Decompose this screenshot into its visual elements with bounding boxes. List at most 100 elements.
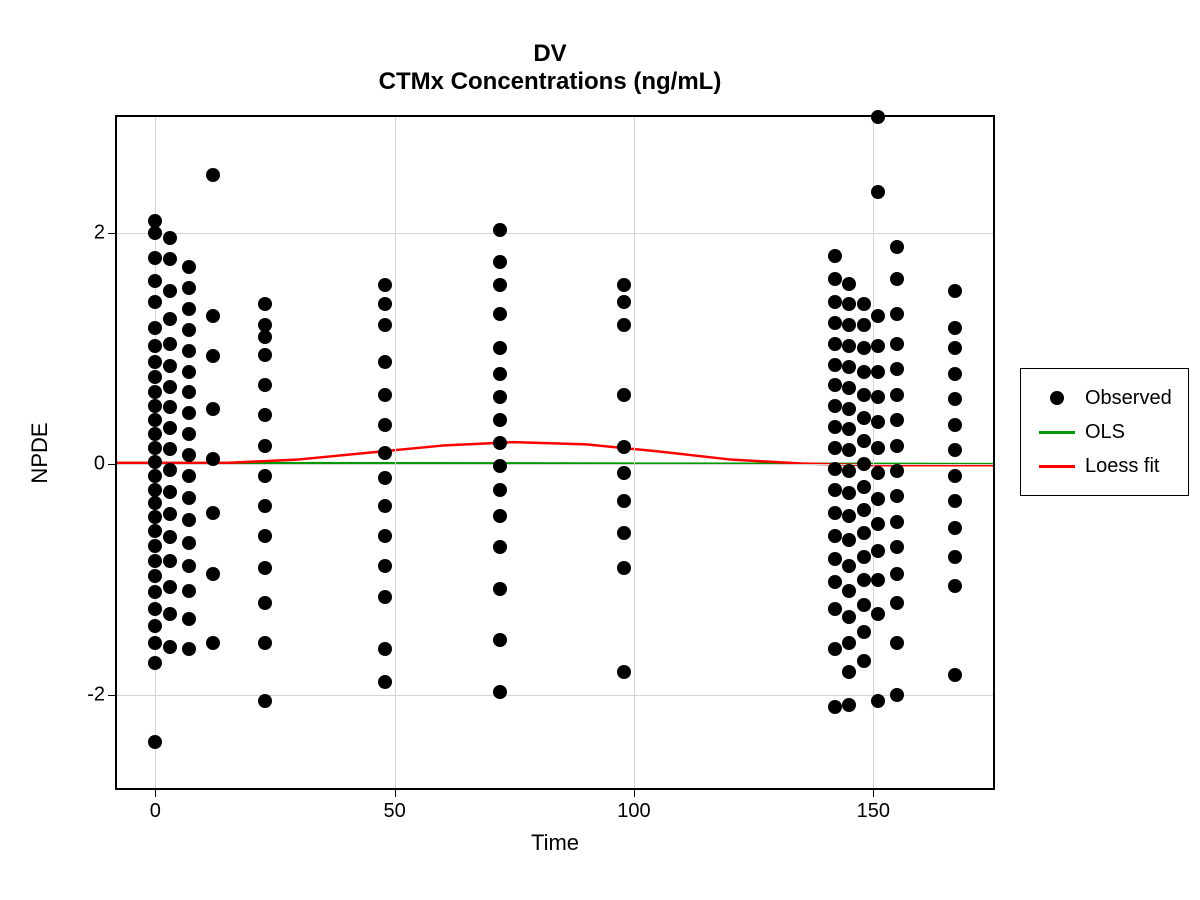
- data-point: [493, 685, 507, 699]
- data-point: [258, 499, 272, 513]
- grid-vertical: [634, 117, 635, 788]
- data-point: [182, 365, 196, 379]
- legend-point-icon: [1050, 391, 1064, 405]
- data-point: [842, 381, 856, 395]
- y-tick: [108, 464, 115, 465]
- data-point: [871, 185, 885, 199]
- data-point: [842, 509, 856, 523]
- data-point: [857, 550, 871, 564]
- data-point: [828, 575, 842, 589]
- data-point: [948, 469, 962, 483]
- data-point: [493, 436, 507, 450]
- data-point: [871, 415, 885, 429]
- data-point: [842, 443, 856, 457]
- data-point: [182, 513, 196, 527]
- data-point: [890, 439, 904, 453]
- legend: Observed OLS Loess fit: [1020, 368, 1189, 496]
- data-point: [163, 380, 177, 394]
- data-point: [948, 521, 962, 535]
- data-point: [148, 339, 162, 353]
- data-point: [378, 675, 392, 689]
- data-point: [148, 413, 162, 427]
- data-point: [828, 552, 842, 566]
- legend-label: Loess fit: [1085, 455, 1159, 478]
- data-point: [378, 499, 392, 513]
- data-point: [258, 529, 272, 543]
- data-point: [258, 596, 272, 610]
- legend-swatch: [1037, 391, 1077, 405]
- y-tick-label: 2: [70, 221, 105, 244]
- data-point: [948, 668, 962, 682]
- data-point: [857, 654, 871, 668]
- data-point: [258, 439, 272, 453]
- data-point: [378, 388, 392, 402]
- data-point: [493, 582, 507, 596]
- data-point: [148, 441, 162, 455]
- data-point: [493, 459, 507, 473]
- data-point: [948, 341, 962, 355]
- data-point: [148, 539, 162, 553]
- x-axis-label: Time: [531, 830, 579, 856]
- y-tick-label: 0: [70, 453, 105, 476]
- data-point: [617, 388, 631, 402]
- data-point: [828, 399, 842, 413]
- data-point: [378, 642, 392, 656]
- legend-item: Observed: [1037, 381, 1172, 415]
- data-point: [258, 378, 272, 392]
- data-point: [182, 536, 196, 550]
- data-point: [378, 529, 392, 543]
- legend-label: OLS: [1085, 421, 1125, 444]
- data-point: [842, 665, 856, 679]
- data-point: [842, 360, 856, 374]
- data-point: [378, 355, 392, 369]
- data-point: [890, 240, 904, 254]
- data-point: [493, 255, 507, 269]
- data-point: [206, 452, 220, 466]
- data-point: [828, 529, 842, 543]
- data-point: [857, 526, 871, 540]
- data-point: [890, 272, 904, 286]
- data-point: [493, 278, 507, 292]
- data-point: [842, 698, 856, 712]
- data-point: [182, 385, 196, 399]
- data-point: [617, 526, 631, 540]
- plot-area: [115, 115, 995, 790]
- data-point: [182, 281, 196, 295]
- data-point: [493, 509, 507, 523]
- data-point: [871, 544, 885, 558]
- data-point: [148, 585, 162, 599]
- legend-line-icon: [1039, 465, 1075, 468]
- data-point: [890, 596, 904, 610]
- data-point: [890, 636, 904, 650]
- data-point: [890, 337, 904, 351]
- figure: DV CTMx Concentrations (ng/mL) NPDE Time…: [0, 0, 1200, 900]
- data-point: [617, 278, 631, 292]
- data-point: [871, 694, 885, 708]
- data-point: [148, 483, 162, 497]
- data-point: [842, 610, 856, 624]
- data-point: [493, 223, 507, 237]
- data-point: [163, 485, 177, 499]
- data-point: [871, 110, 885, 124]
- data-point: [857, 434, 871, 448]
- data-point: [948, 321, 962, 335]
- data-point: [493, 540, 507, 554]
- data-point: [828, 441, 842, 455]
- data-point: [890, 464, 904, 478]
- data-point: [163, 530, 177, 544]
- data-point: [148, 735, 162, 749]
- data-point: [842, 636, 856, 650]
- data-point: [378, 318, 392, 332]
- data-point: [163, 231, 177, 245]
- data-point: [617, 665, 631, 679]
- data-point: [148, 355, 162, 369]
- data-point: [828, 272, 842, 286]
- data-point: [871, 573, 885, 587]
- data-point: [148, 554, 162, 568]
- data-point: [842, 297, 856, 311]
- data-point: [828, 602, 842, 616]
- data-point: [493, 413, 507, 427]
- data-point: [148, 469, 162, 483]
- data-point: [378, 559, 392, 573]
- data-point: [890, 567, 904, 581]
